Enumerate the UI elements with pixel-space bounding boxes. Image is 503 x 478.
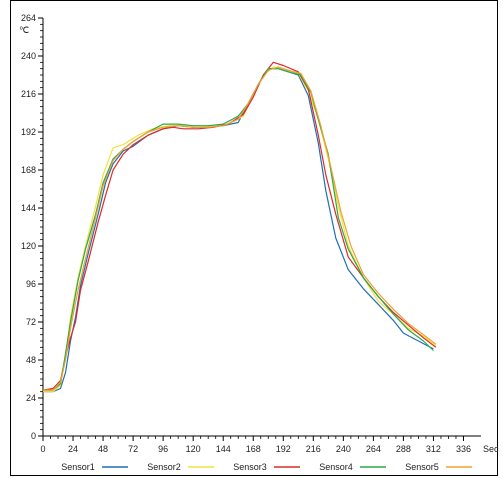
x-tick-label: 48 — [98, 444, 108, 454]
x-tick-label: 288 — [396, 444, 411, 454]
legend-label: Sensor2 — [147, 462, 181, 472]
y-tick-label: 264 — [21, 13, 36, 23]
y-tick-label: 144 — [21, 203, 36, 213]
y-tick-label: 216 — [21, 89, 36, 99]
legend-label: Sensor5 — [405, 462, 439, 472]
x-tick-label: 96 — [158, 444, 168, 454]
x-tick-label: 264 — [366, 444, 381, 454]
x-tick-label: 192 — [276, 444, 291, 454]
x-tick-label: 336 — [456, 444, 471, 454]
y-tick-label: 24 — [26, 393, 36, 403]
legend-label: Sensor3 — [233, 462, 267, 472]
x-tick-label: 216 — [306, 444, 321, 454]
x-tick-label: 0 — [40, 444, 45, 454]
series-layer — [42, 61, 437, 393]
x-axis-unit: Sec — [483, 444, 499, 454]
legend-label: Sensor1 — [61, 462, 95, 472]
chart-frame — [10, 0, 498, 476]
x-tick-label: 72 — [128, 444, 138, 454]
y-tick-label: 72 — [26, 317, 36, 327]
series-line-sensor4 — [43, 68, 434, 391]
y-tick-label: 240 — [21, 51, 36, 61]
axes: 0 24 48 72 96 120 144 168 192 216 240 264 0 24 48 72 96 1… — [19, 13, 499, 454]
x-tick-label: 312 — [426, 444, 441, 454]
y-tick-label: 120 — [21, 241, 36, 251]
legend-label: Sensor4 — [319, 462, 353, 472]
y-tick-label: 192 — [21, 127, 36, 137]
series-line-sensor2 — [43, 66, 437, 393]
x-tick-label: 240 — [336, 444, 351, 454]
x-tick-label: 168 — [246, 444, 261, 454]
x-tick-label: 120 — [186, 444, 201, 454]
y-tick-label: 0 — [31, 431, 36, 441]
x-tick-label: 24 — [68, 444, 78, 454]
series-line-sensor3 — [42, 61, 437, 391]
y-axis-unit: ℃ — [19, 25, 29, 35]
x-tick-label: 144 — [216, 444, 231, 454]
series-line-sensor5 — [43, 66, 437, 391]
legend: Sensor1 Sensor2 Sensor3 Sensor4 Sensor5 — [61, 462, 472, 472]
y-tick-label: 96 — [26, 279, 36, 289]
y-tick-label: 168 — [21, 165, 36, 175]
y-tick-label: 48 — [26, 355, 36, 365]
